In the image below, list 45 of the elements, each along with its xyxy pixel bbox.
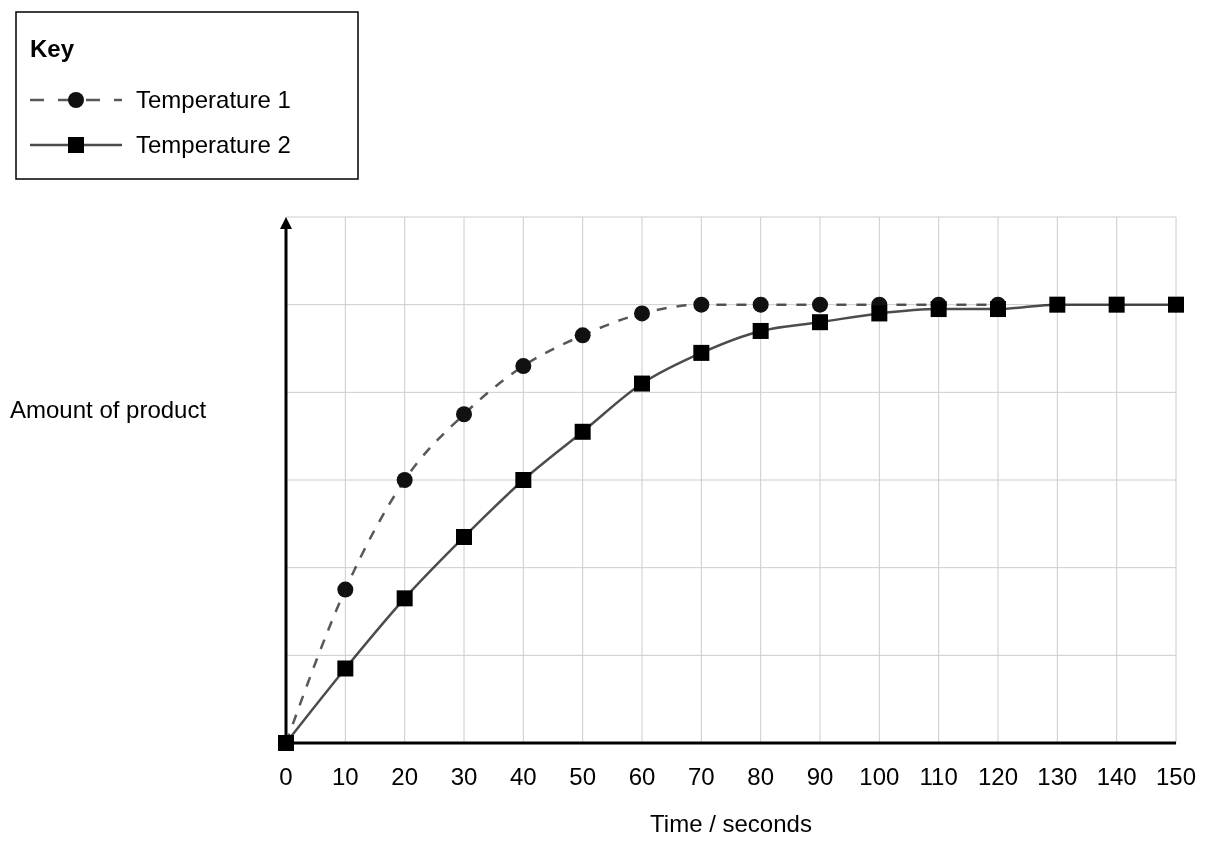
x-tick-label: 90 <box>806 763 834 790</box>
point <box>574 423 591 440</box>
point <box>812 314 828 331</box>
point <box>515 472 532 488</box>
y-axis-title: Amount of product <box>10 396 207 423</box>
point <box>456 406 472 423</box>
point <box>812 296 828 313</box>
x-tick-label: 60 <box>628 763 656 790</box>
x-tick-label: 10 <box>331 763 359 790</box>
legend-label: Temperature 1 <box>136 86 291 113</box>
x-tick-label: 30 <box>450 763 478 790</box>
point <box>990 301 1006 318</box>
point <box>1108 296 1125 313</box>
point <box>1049 296 1066 313</box>
x-tick-label: 20 <box>391 763 419 790</box>
legend-title: Key <box>30 35 75 62</box>
x-tick-label: 0 <box>279 763 293 790</box>
x-tick-label: 40 <box>509 763 537 790</box>
point <box>634 305 650 322</box>
point <box>752 296 769 313</box>
point <box>396 590 413 607</box>
x-tick-label: 80 <box>747 763 775 790</box>
x-tick-label: 130 <box>1037 763 1078 790</box>
x-axis-title: Time / seconds <box>650 810 812 837</box>
point <box>693 344 710 361</box>
x-tick-label: 110 <box>919 763 958 790</box>
x-tick-label: 150 <box>1155 763 1197 790</box>
x-tick-label: 50 <box>569 763 597 790</box>
point <box>456 528 472 545</box>
point <box>693 296 710 313</box>
x-tick-label: 70 <box>687 763 715 790</box>
point <box>515 358 532 375</box>
point <box>337 581 354 598</box>
point <box>337 660 354 677</box>
point <box>930 301 947 318</box>
point <box>752 322 769 339</box>
legend-label: Temperature 2 <box>136 131 291 158</box>
point <box>574 327 591 344</box>
point <box>1168 296 1184 313</box>
point <box>634 375 650 392</box>
point <box>396 472 413 488</box>
point <box>871 305 888 322</box>
x-tick-label: 140 <box>1096 763 1137 790</box>
x-tick-label: 100 <box>859 763 900 790</box>
x-tick-label: 120 <box>977 763 1019 790</box>
